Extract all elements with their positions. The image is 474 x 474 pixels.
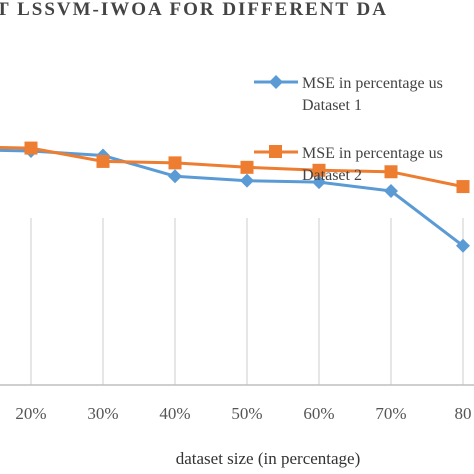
legend-label-dataset-1-line2: Dataset 1 — [302, 97, 362, 114]
x-tick-label: 70% — [375, 404, 406, 423]
data-point-dataset-1 — [240, 173, 254, 188]
legend: MSE in percentage us Dataset 1 MSE in pe… — [254, 75, 443, 184]
legend-label-dataset-2-line2: Dataset 2 — [302, 167, 362, 184]
data-point-dataset-2 — [96, 154, 110, 168]
data-point-dataset-2 — [240, 160, 254, 174]
plot-series — [0, 141, 470, 253]
legend-label-dataset-2-line1: MSE in percentage us — [302, 145, 443, 162]
series-line-dataset-2 — [0, 145, 464, 189]
data-point-dataset-1 — [168, 169, 182, 184]
x-tick-label: 40% — [159, 404, 190, 423]
data-point-dataset-1 — [312, 175, 326, 190]
series-line-dataset-1 — [0, 148, 464, 247]
data-point-dataset-1 — [384, 184, 398, 199]
legend-item-dataset-2: MSE in percentage us Dataset 2 — [254, 145, 443, 184]
x-axis-label: dataset size (in percentage) — [176, 449, 361, 468]
data-point-dataset-2 — [456, 180, 470, 194]
legend-label-dataset-1-line1: MSE in percentage us — [302, 75, 443, 92]
x-tick-label: 50% — [231, 404, 262, 423]
x-tick-labels: 20% 30% 40% 50% 60% 70% 80 — [15, 404, 471, 423]
data-point-dataset-2 — [384, 165, 398, 179]
x-tick-label: 60% — [303, 404, 334, 423]
x-tick-label: 30% — [87, 404, 118, 423]
chart-title: T LSSVM-IWOA FOR DIFFERENT DA — [0, 0, 388, 20]
data-point-dataset-2 — [24, 141, 38, 155]
data-point-dataset-2 — [168, 156, 182, 170]
legend-marker-square — [269, 145, 282, 158]
grid — [30, 218, 464, 385]
x-tick-label: 20% — [15, 404, 46, 423]
data-point-dataset-2 — [312, 163, 326, 177]
x-tick-label: 80 — [455, 404, 472, 423]
data-point-dataset-1 — [456, 238, 470, 253]
legend-item-dataset-1: MSE in percentage us Dataset 1 — [254, 75, 443, 114]
legend-marker-diamond — [269, 75, 283, 89]
